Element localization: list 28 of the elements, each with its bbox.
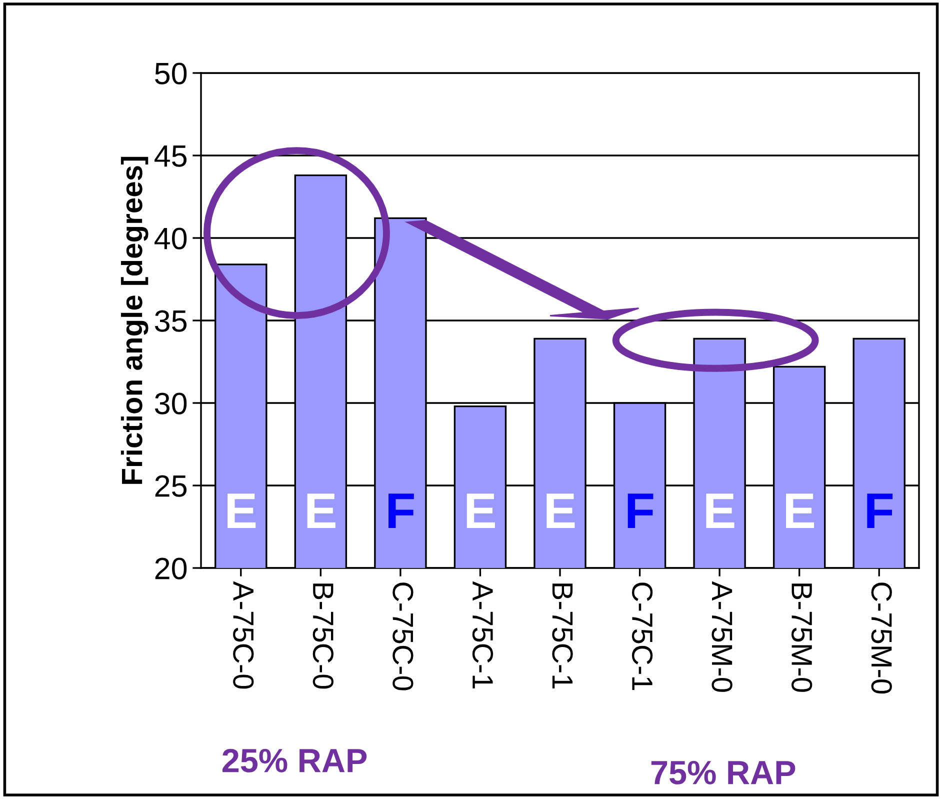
y-tick-label: 20 [155, 558, 187, 580]
text: 75% RAP [651, 760, 796, 784]
y-tick-label: 40 [154, 228, 187, 250]
y-tick-label: 30 [154, 392, 187, 414]
y-tick-label: 45 [154, 146, 187, 167]
annotation: E [466, 494, 495, 528]
annotation: E [706, 494, 734, 528]
annotation: F [867, 494, 893, 528]
text: 25% RAP [222, 748, 367, 772]
annotation: E [546, 494, 575, 528]
x-tick-label: B-75C-1 [552, 584, 573, 688]
x-tick-label: A-75C-0 [233, 581, 254, 689]
annotation: E [228, 494, 256, 528]
y-tick-label: 50 [155, 62, 187, 84]
annotation: F [628, 494, 654, 528]
y-tick-label: 25 [155, 475, 187, 497]
x-tick-label: B-75C-0 [312, 584, 334, 689]
x-tick-label: A-75M-0 [712, 581, 732, 692]
y-axis-title: Friction angle [degrees] [120, 156, 148, 484]
annotation: F [388, 494, 414, 528]
annotation: E [307, 494, 336, 528]
x-tick-label: B-75M-0 [792, 584, 812, 692]
x-tick-label: A-75C-1 [472, 581, 494, 688]
annotation: E [786, 494, 814, 528]
x-tick-label: C-75C-0 [392, 582, 414, 690]
x-tick-label: C-75C-1 [632, 582, 653, 690]
x-tick-label: C-75M-0 [871, 582, 892, 694]
y-tick-label: 35 [154, 310, 187, 332]
